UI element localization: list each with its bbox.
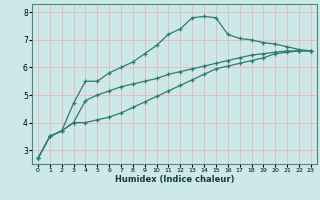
X-axis label: Humidex (Indice chaleur): Humidex (Indice chaleur) [115, 175, 234, 184]
